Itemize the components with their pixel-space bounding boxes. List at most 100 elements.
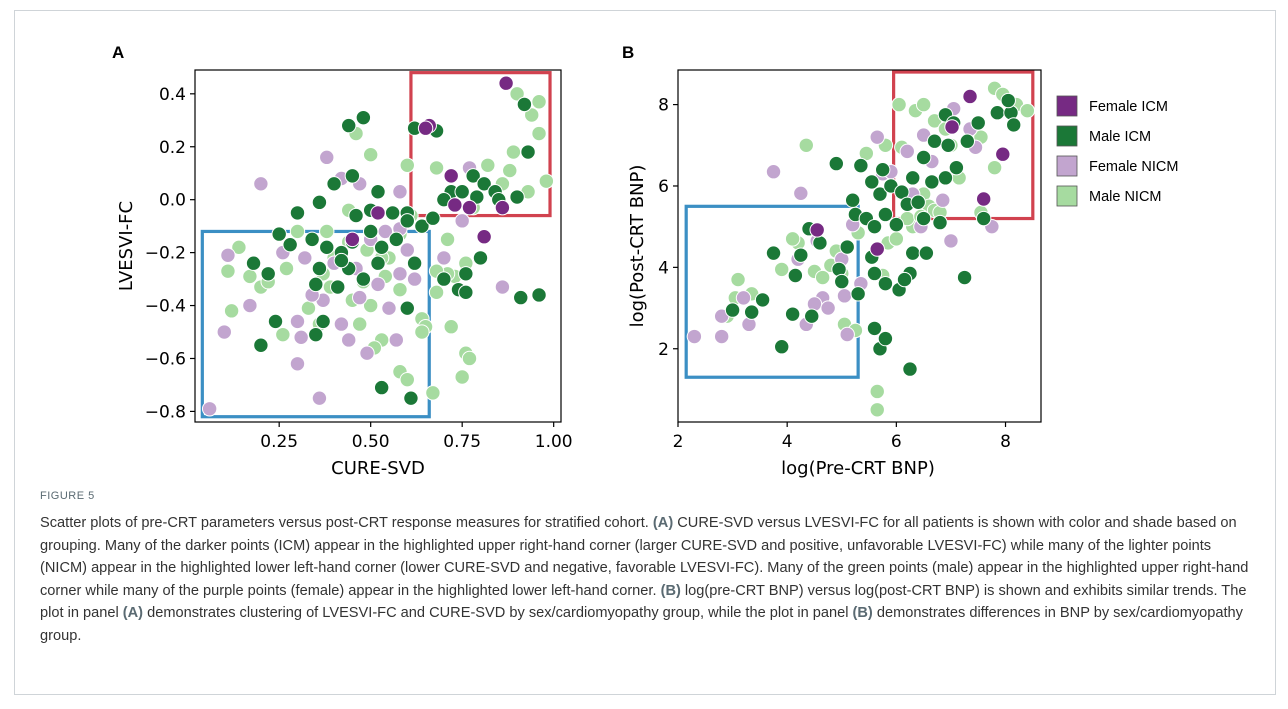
point-female-nicm <box>216 324 232 340</box>
point-male-nicm <box>275 326 291 343</box>
point-male-icm <box>905 245 921 261</box>
point-female-nicm <box>454 213 470 229</box>
point-male-icm <box>839 239 855 255</box>
point-male-nicm <box>454 369 470 385</box>
point-male-icm <box>436 271 452 287</box>
x-tick-label: 0.50 <box>352 432 390 452</box>
point-female-nicm <box>201 401 218 417</box>
point-male-icm <box>1000 92 1016 109</box>
point-male-icm <box>373 379 390 396</box>
point-female-icm <box>447 197 463 213</box>
point-male-icm <box>333 252 350 269</box>
panel-a-points <box>201 75 555 417</box>
panel-b-points <box>686 80 1036 418</box>
point-male-icm <box>425 210 441 226</box>
point-female-nicm <box>869 129 885 145</box>
y-tick-label: −0.2 <box>145 244 186 264</box>
point-female-nicm <box>406 271 423 287</box>
point-female-nicm <box>436 250 452 266</box>
point-male-nicm <box>505 144 522 160</box>
point-male-icm <box>315 313 331 330</box>
point-male-icm <box>344 168 361 184</box>
point-male-nicm <box>278 260 295 277</box>
point-female-icm <box>417 120 434 136</box>
point-female-nicm <box>311 390 328 406</box>
point-female-nicm <box>381 300 397 316</box>
x-tick-label: 1.00 <box>535 432 573 452</box>
point-female-nicm <box>388 332 404 348</box>
point-male-icm <box>282 236 298 253</box>
point-male-icm <box>902 361 918 377</box>
point-female-nicm <box>370 276 386 293</box>
point-male-nicm <box>774 261 790 278</box>
panel-a-x-ticks: 0.25 0.50 0.75 1.00 <box>260 422 573 452</box>
legend-swatch-male-nicm <box>1056 185 1078 207</box>
y-tick-label: 0.0 <box>159 191 186 211</box>
x-tick-label: 4 <box>782 432 793 452</box>
point-male-nicm <box>531 125 547 142</box>
point-male-nicm <box>399 157 415 173</box>
panel-b-axes-frame <box>677 69 1042 423</box>
point-male-nicm <box>798 137 814 153</box>
x-tick-label: 0.25 <box>260 432 298 452</box>
y-tick-label: −0.6 <box>145 349 186 369</box>
legend-label-female-icm: Female ICM <box>1089 99 1168 115</box>
point-male-icm <box>774 339 790 355</box>
point-male-icm <box>509 189 525 205</box>
legend-swatch-female-icm <box>1056 95 1078 117</box>
point-male-icm <box>877 206 894 223</box>
point-male-icm <box>355 271 372 287</box>
y-tick-label: −0.4 <box>145 297 186 317</box>
point-female-nicm <box>836 288 853 304</box>
point-male-icm <box>905 170 921 186</box>
point-female-nicm <box>289 356 306 372</box>
point-male-icm <box>472 250 489 266</box>
panel-b-x-ticks: 2 4 6 8 <box>673 422 1011 452</box>
legend: Female ICM Male ICM Female NICM Male NICM <box>1056 95 1178 207</box>
point-female-nicm <box>935 192 951 208</box>
point-male-icm <box>271 226 287 242</box>
point-male-icm <box>370 184 386 200</box>
point-male-icm <box>812 235 828 251</box>
point-female-icm <box>498 75 514 91</box>
point-female-nicm <box>242 297 258 314</box>
point-male-nicm <box>428 284 445 301</box>
point-male-icm <box>724 302 741 318</box>
point-male-nicm <box>242 268 258 285</box>
point-male-icm <box>940 137 956 153</box>
point-male-icm <box>956 269 973 286</box>
point-male-icm <box>877 330 894 347</box>
point-male-icm <box>469 189 485 205</box>
point-male-icm <box>850 286 866 302</box>
point-male-icm <box>915 210 932 227</box>
y-tick-label: −0.8 <box>145 402 186 422</box>
point-male-nicm <box>414 324 430 340</box>
point-female-nicm <box>713 328 730 345</box>
point-male-nicm <box>362 146 379 163</box>
point-female-nicm <box>220 247 236 263</box>
point-male-nicm <box>814 269 831 286</box>
point-female-icm <box>995 146 1011 162</box>
point-male-icm <box>834 273 850 290</box>
point-female-icm <box>476 229 492 245</box>
point-male-icm <box>948 159 965 176</box>
point-male-icm <box>289 205 306 221</box>
point-male-nicm <box>425 385 441 401</box>
panel-b-x-axis-label: log(Pre-CRT BNP) <box>781 458 935 479</box>
y-tick-label: 6 <box>658 177 669 197</box>
point-male-icm <box>959 133 976 149</box>
point-male-nicm <box>300 300 317 316</box>
legend-swatch-female-nicm <box>1056 155 1078 177</box>
panel-b-y-axis-label: log(Post-CRT BNP) <box>627 165 648 328</box>
point-male-nicm <box>538 173 555 189</box>
point-male-icm <box>888 216 905 233</box>
caption-panel-ref: (B) <box>852 605 873 621</box>
point-male-icm <box>926 133 943 149</box>
point-female-icm <box>370 205 386 221</box>
point-male-icm <box>975 210 992 227</box>
caption-text-segment: demonstrates clustering of LVESVI-FC and… <box>143 605 853 621</box>
point-female-icm <box>944 119 960 135</box>
panel-b: 2 4 6 8 2 4 6 8 log(Pre-CRT BNP) log(Post-CRT … <box>627 69 1042 479</box>
point-male-nicm <box>531 94 547 110</box>
